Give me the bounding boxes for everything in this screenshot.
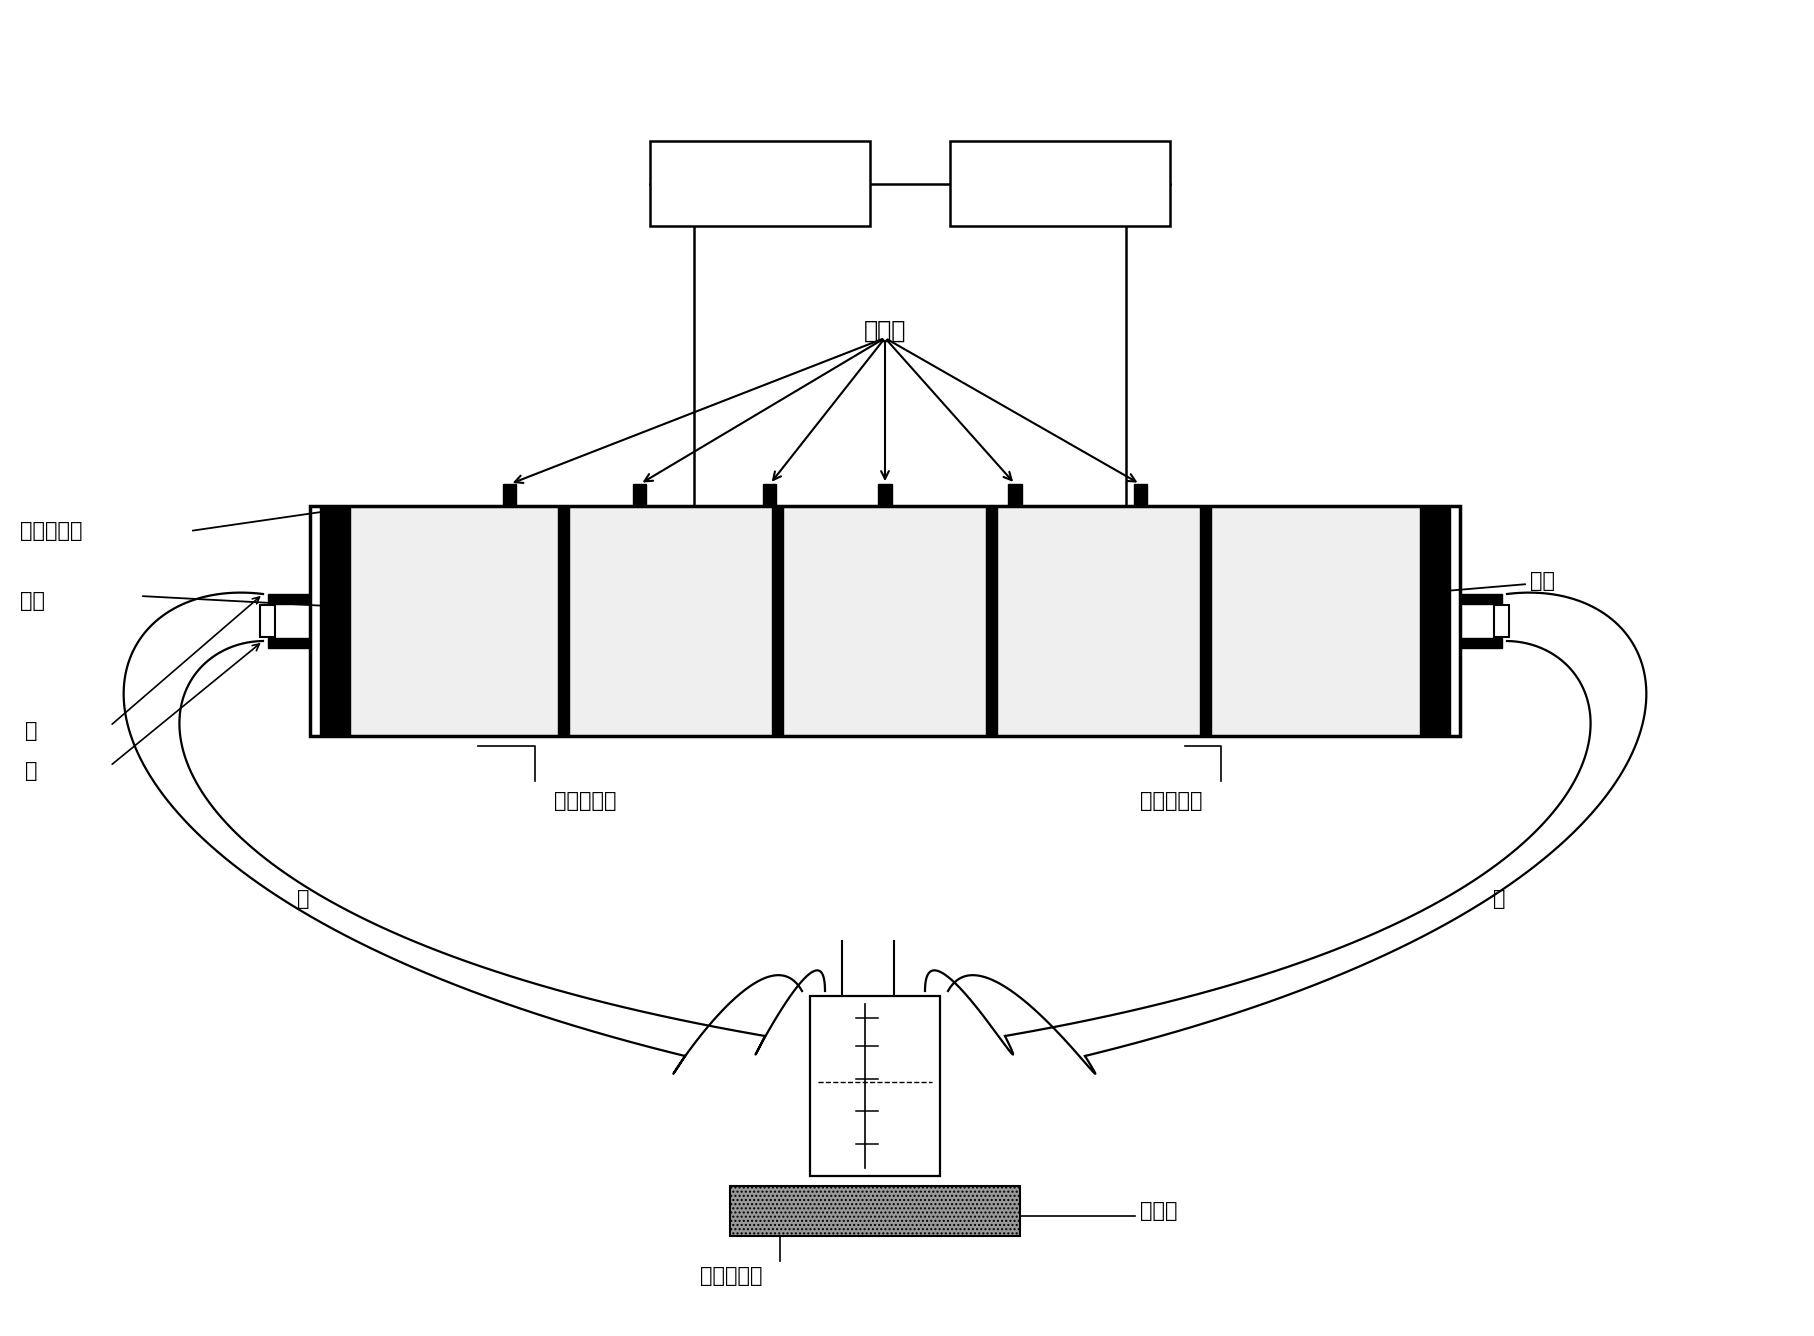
Text: 阳极贮水池: 阳极贮水池 [553,791,617,811]
Text: 检流计: 检流计 [1038,171,1081,195]
Text: 泵: 泵 [297,890,310,910]
Bar [1009,484,1021,506]
Text: 阴极贮水池: 阴极贮水池 [1139,791,1201,811]
Bar [1458,639,1502,648]
Text: 气体逸出口: 气体逸出口 [20,521,82,541]
Bar [878,484,891,506]
Bar [1419,506,1449,736]
Text: 磁力搅拌器: 磁力搅拌器 [700,1267,762,1287]
Bar [809,997,940,1176]
Bar [1199,506,1210,736]
Bar [633,484,646,506]
Bar [268,595,310,604]
Bar [310,506,1458,736]
Bar [773,506,784,736]
Text: 直流电源: 直流电源 [731,171,787,195]
Bar [649,142,869,226]
Text: 管: 管 [25,762,38,782]
Text: 阳极: 阳极 [20,591,45,611]
Bar [987,506,998,736]
Bar [1134,484,1146,506]
Text: 阴极: 阴极 [1529,570,1555,591]
Bar [502,484,517,506]
Bar [1458,595,1502,604]
Text: 软: 软 [25,721,38,741]
Text: 泵: 泵 [1491,890,1504,910]
Text: 电解液: 电解液 [1139,1201,1177,1221]
Bar [319,506,350,736]
Bar [559,506,570,736]
Bar [764,484,776,506]
Bar [261,605,276,637]
Bar [729,1186,1019,1236]
Bar [1493,605,1509,637]
Bar [949,142,1170,226]
Bar [350,506,1419,736]
Text: 采样口: 采样口 [863,319,905,343]
Bar [268,639,310,648]
